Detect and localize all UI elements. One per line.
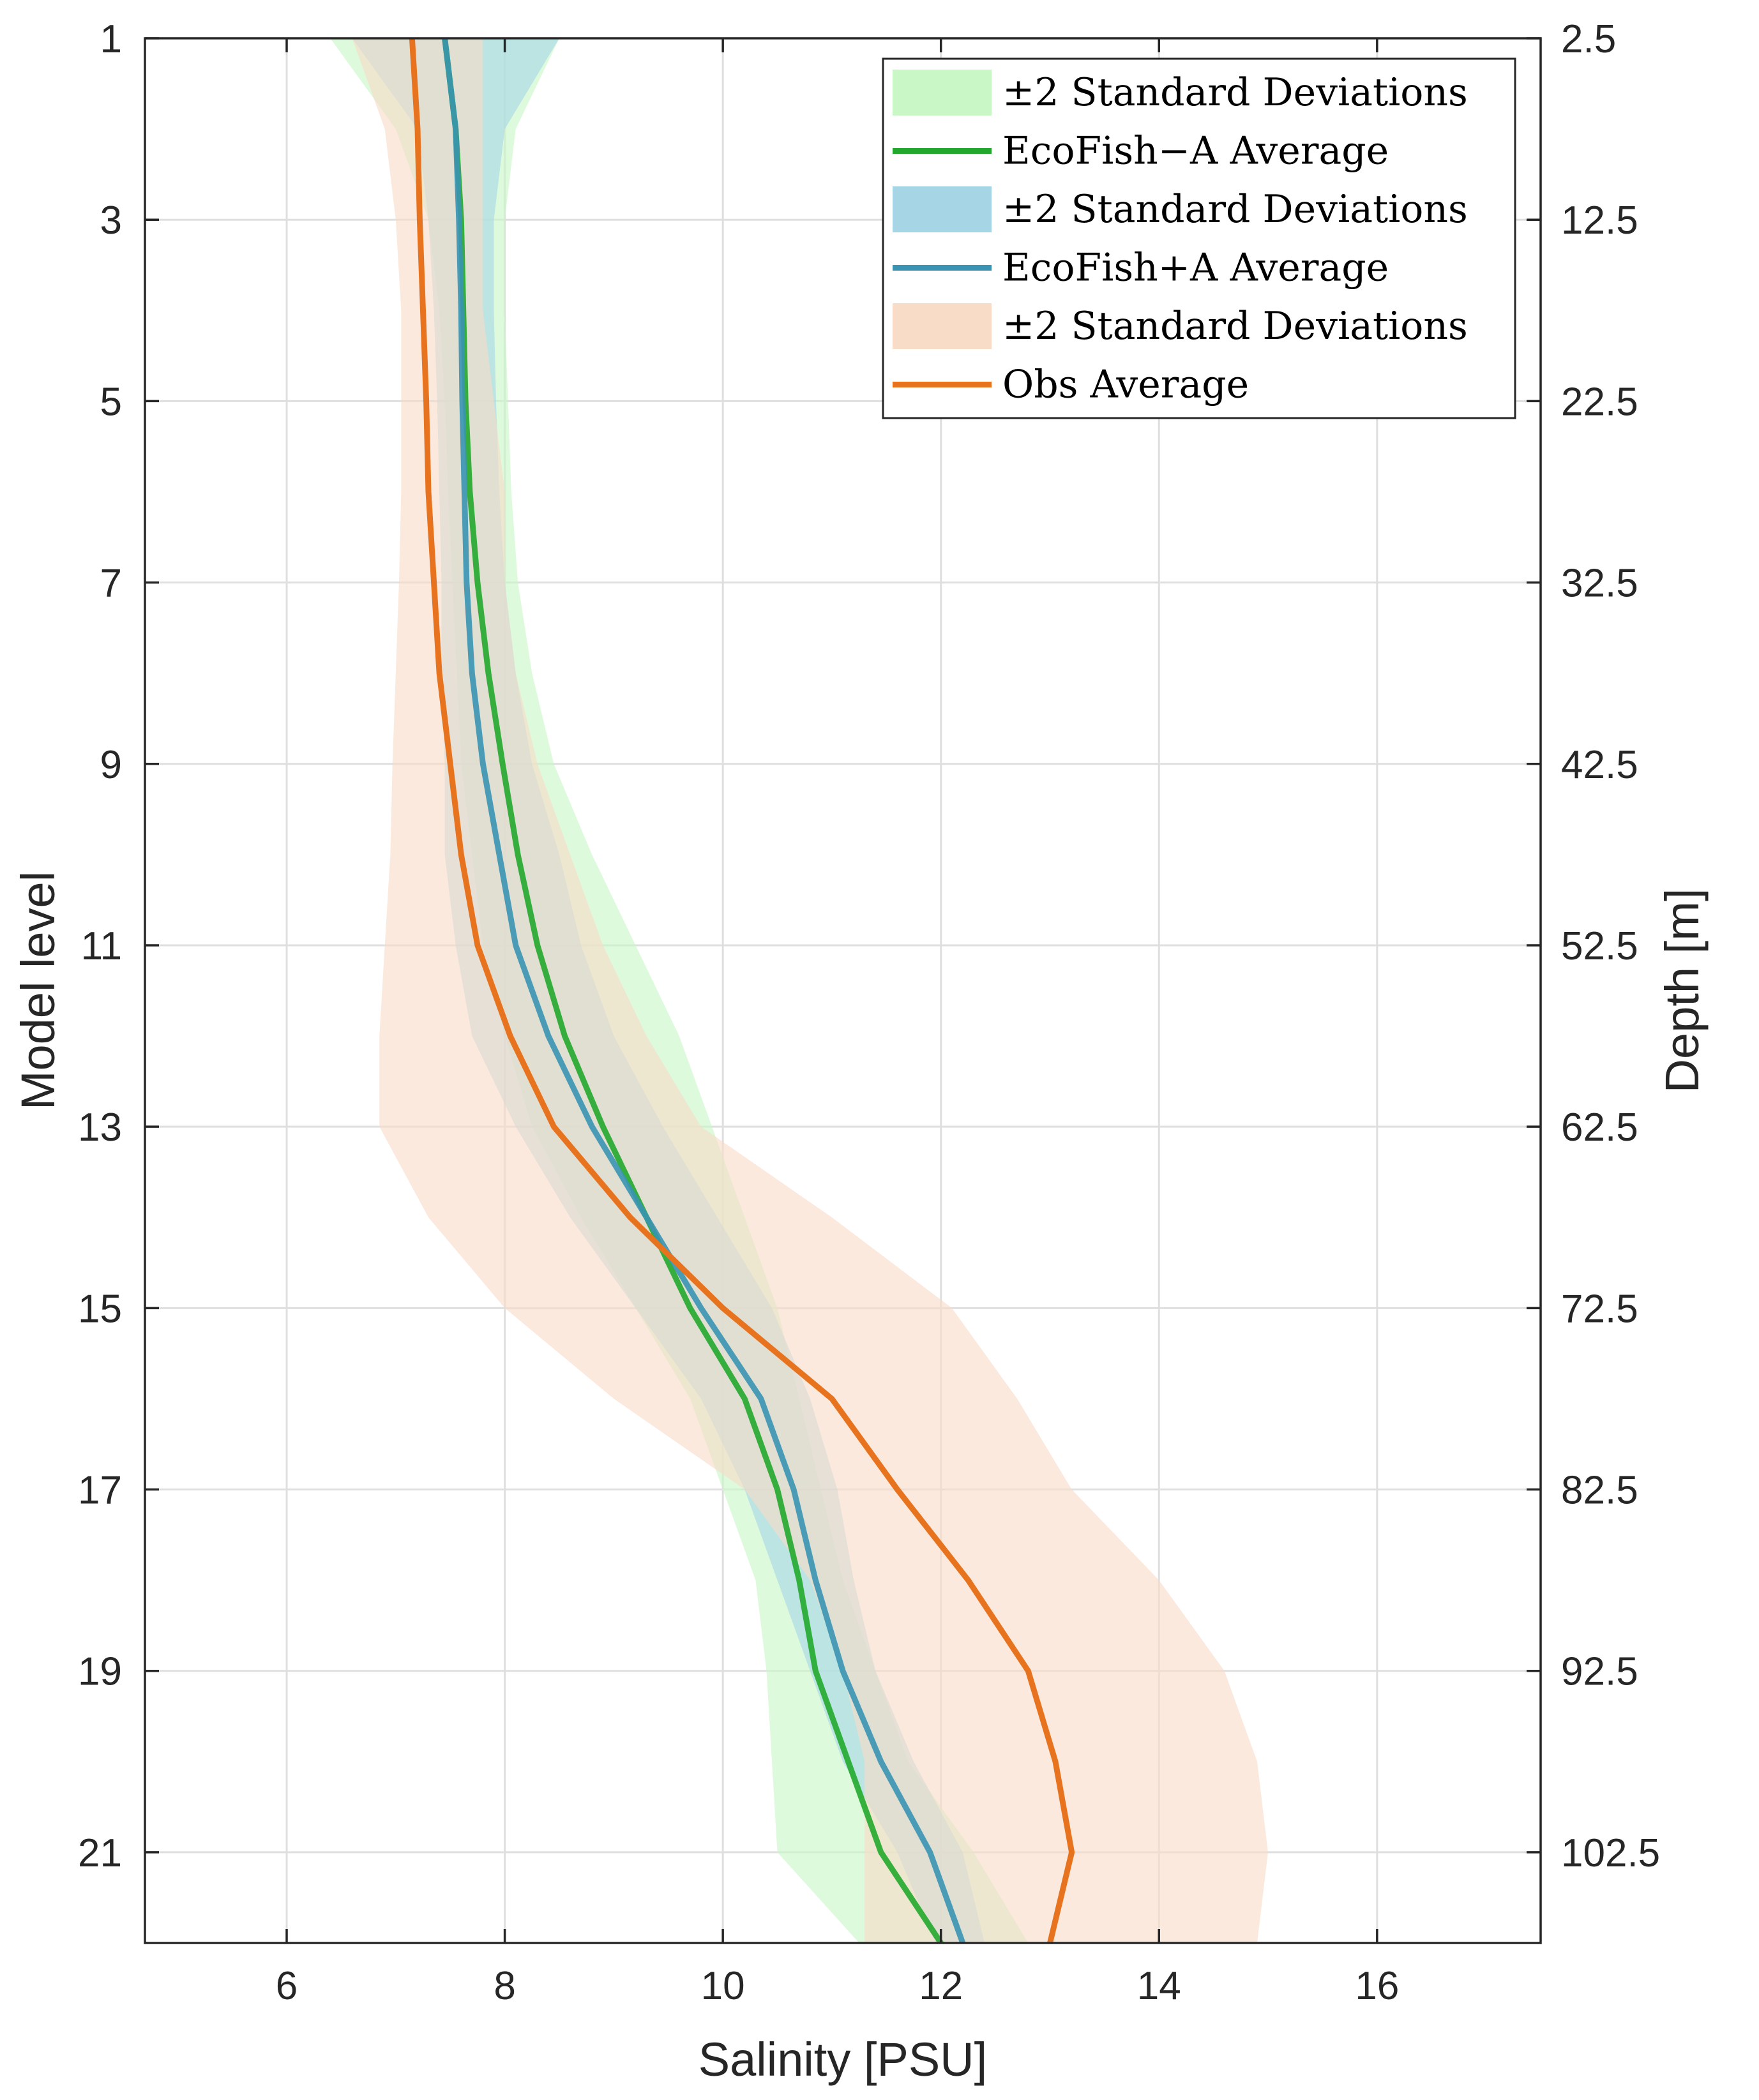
legend-label: ±2 Standard Deviations bbox=[1002, 304, 1468, 349]
legend-swatch-band bbox=[893, 70, 992, 116]
legend-label: EcoFish+A Average bbox=[1002, 246, 1389, 290]
legend-label: ±2 Standard Deviations bbox=[1002, 187, 1468, 232]
x-tick-label: 12 bbox=[919, 1964, 963, 2008]
x-axis-title: Salinity [PSU] bbox=[698, 2033, 987, 2086]
legend: ±2 Standard Deviations EcoFish−A Average ±… bbox=[882, 57, 1516, 419]
axes: 6 8 10 12 14 161 2.53 12.55 22.57 32.59 42.511 52.5… bbox=[78, 17, 1660, 2008]
y-tick-label-right: 2.5 bbox=[1561, 17, 1616, 61]
x-tick-label: 14 bbox=[1137, 1964, 1181, 2008]
y-tick-label-right: 32.5 bbox=[1561, 562, 1638, 606]
y-tick-label-left: 9 bbox=[100, 743, 122, 787]
legend-swatch-band bbox=[893, 303, 992, 349]
y-tick-label-right: 102.5 bbox=[1561, 1831, 1660, 1875]
y-tick-label-left: 3 bbox=[100, 199, 122, 243]
plot-frame bbox=[144, 37, 1542, 1944]
x-tick-label: 6 bbox=[276, 1964, 298, 2008]
y-tick-label-left: 1 bbox=[100, 17, 122, 61]
y-tick-label-left: 17 bbox=[78, 1469, 122, 1513]
series-line-3 bbox=[409, 38, 1075, 1943]
legend-label: EcoFish−A Average bbox=[1002, 129, 1389, 174]
y-tick-label-left: 15 bbox=[78, 1287, 122, 1331]
y-tick-label-right: 12.5 bbox=[1561, 199, 1638, 243]
legend-box bbox=[882, 57, 1516, 419]
y-axis-title-left: Model level bbox=[11, 871, 64, 1110]
std-dev-bands bbox=[330, 38, 1268, 1943]
series-line-2 bbox=[442, 38, 966, 1943]
x-tick-label: 16 bbox=[1355, 1964, 1399, 2008]
y-tick-label-right: 82.5 bbox=[1561, 1469, 1638, 1513]
x-tick-label: 8 bbox=[494, 1964, 515, 2008]
y-tick-label-left: 11 bbox=[81, 924, 122, 968]
y-tick-label-right: 92.5 bbox=[1561, 1650, 1638, 1694]
y-tick-label-right: 42.5 bbox=[1561, 743, 1638, 787]
x-tick-label: 10 bbox=[701, 1964, 745, 2008]
y-tick-label-right: 62.5 bbox=[1561, 1106, 1638, 1150]
y-tick-label-right: 22.5 bbox=[1561, 380, 1638, 424]
y-tick-label-left: 5 bbox=[100, 380, 122, 424]
y-tick-label-right: 52.5 bbox=[1561, 924, 1638, 968]
y-tick-label-left: 13 bbox=[78, 1106, 122, 1150]
std-dev-band-3 bbox=[352, 38, 1268, 1943]
legend-swatch-band bbox=[893, 186, 992, 232]
y-tick-label-left: 19 bbox=[78, 1650, 122, 1694]
y-tick-label-left: 7 bbox=[100, 562, 122, 606]
y-axis-title-right: Depth [m] bbox=[1656, 889, 1709, 1093]
legend-label: ±2 Standard Deviations bbox=[1002, 70, 1468, 115]
y-tick-label-right: 72.5 bbox=[1561, 1287, 1638, 1331]
y-tick-label-left: 21 bbox=[78, 1831, 122, 1875]
legend-label: Obs Average bbox=[1002, 363, 1249, 407]
average-lines bbox=[409, 38, 1075, 1943]
